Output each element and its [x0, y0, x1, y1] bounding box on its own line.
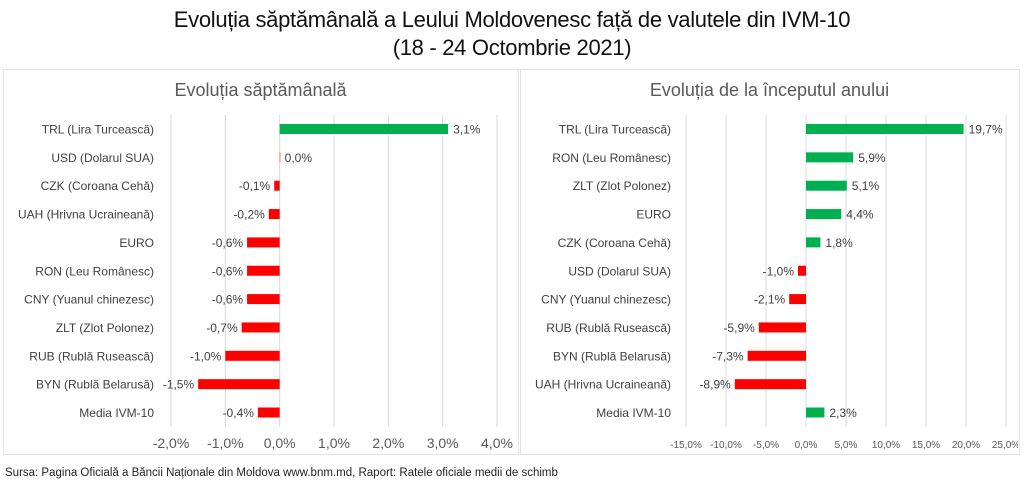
- category-label: RUB (Rublă Rusească): [546, 321, 671, 335]
- data-label: -5,9%: [723, 321, 755, 335]
- data-label: -0,6%: [212, 264, 244, 278]
- category-label: UAH (Hrivna Ucraineană): [18, 208, 154, 222]
- bar: [758, 322, 806, 333]
- weekly-chart-panel: Evoluția săptămânală -2,0% -1,0% 0,0% 1,0% 2,…: [3, 69, 519, 455]
- category-label: RON (Leu Românesc): [552, 151, 671, 165]
- category-label: TRL (Lira Turcească): [559, 123, 671, 137]
- data-label: 4,4%: [846, 208, 874, 222]
- category-label: RUB (Rublă Rusească): [29, 349, 154, 363]
- category-label: USD (Dolarul SUA): [568, 264, 671, 278]
- data-label: 0,0%: [285, 151, 313, 165]
- data-label: 5,1%: [852, 179, 880, 193]
- chart-title: Evoluția săptămânală: [174, 80, 347, 100]
- main-title-line2: (18 - 24 Octombrie 2021): [392, 35, 632, 60]
- x-tick-label: 3,0%: [427, 435, 459, 451]
- category-label: CZK (Coroana Cehă): [558, 236, 671, 250]
- x-tick-label: 20,0%: [952, 440, 980, 451]
- category-label: Media IVM-10: [79, 406, 154, 420]
- data-label: -0,6%: [212, 236, 244, 250]
- bar: [257, 407, 280, 418]
- data-label: 5,9%: [858, 151, 886, 165]
- ytd-chart-panel: Evoluția de la începutul anului -15,0% -10…: [520, 69, 1020, 455]
- x-tick-label: -5,0%: [753, 440, 779, 451]
- bar: [225, 350, 280, 361]
- x-tick-label: 15,0%: [912, 440, 940, 451]
- ytd-chart: Evoluția de la începutul anului -15,0% -10…: [535, 80, 1020, 451]
- bar: [247, 237, 280, 248]
- data-label: -1,5%: [163, 378, 195, 392]
- data-label: -0,2%: [233, 208, 265, 222]
- source-footer: Sursa: Pagina Oficială a Băncii Național…: [5, 467, 558, 479]
- bar: [268, 209, 280, 220]
- bar: [241, 322, 280, 333]
- x-tick-label: -15,0%: [670, 440, 702, 451]
- chart-title: Evoluția de la începutul anului: [650, 80, 889, 100]
- data-label: 1,8%: [825, 236, 853, 250]
- data-label: -0,4%: [223, 406, 255, 420]
- category-label: EURO: [636, 208, 671, 222]
- bar: [806, 152, 854, 163]
- data-label: -2,1%: [754, 293, 786, 307]
- x-tick-label: 10,0%: [872, 440, 900, 451]
- weekly-chart: Evoluția săptămânală -2,0% -1,0% 0,0% 1,0% 2,…: [18, 80, 513, 451]
- x-tick-label: 25,0%: [992, 440, 1018, 451]
- category-label: RON (Leu Românesc): [35, 264, 154, 278]
- category-label: BYN (Rublă Belarusă): [36, 378, 154, 392]
- bar: [806, 124, 964, 134]
- x-tick-label: -10,0%: [710, 440, 742, 451]
- category-label: UAH (Hrivna Ucraineană): [535, 378, 671, 392]
- x-tick-label: 4,0%: [481, 435, 513, 451]
- main-title: Evoluția săptămânală a Leului Moldovenes…: [0, 6, 1024, 62]
- bar: [806, 180, 847, 191]
- x-tick-label: 5,0%: [835, 440, 858, 451]
- x-tick-label: 0,0%: [795, 440, 818, 451]
- bar: [806, 407, 825, 418]
- bar: [279, 152, 281, 163]
- category-label: USD (Dolarul SUA): [51, 151, 154, 165]
- category-label: CNY (Yuanul chinezesc): [24, 293, 154, 307]
- category-label: TRL (Lira Turcească): [42, 123, 154, 137]
- x-tick-label: 2,0%: [372, 435, 404, 451]
- data-label: 3,1%: [453, 123, 481, 137]
- category-label: EURO: [119, 236, 154, 250]
- category-label: ZLT (Zlot Polonez): [56, 321, 154, 335]
- data-label: -8,9%: [699, 378, 731, 392]
- bar: [806, 237, 821, 248]
- bar: [798, 265, 806, 276]
- bar: [734, 379, 806, 390]
- data-label: -0,6%: [212, 293, 244, 307]
- bar: [274, 180, 280, 191]
- bar: [247, 265, 280, 276]
- data-label: -1,0%: [763, 264, 795, 278]
- bar: [789, 294, 806, 305]
- main-title-line1: Evoluția săptămânală a Leului Moldovenes…: [173, 7, 851, 32]
- data-label: -1,0%: [190, 349, 222, 363]
- data-label: -0,1%: [239, 179, 271, 193]
- data-label: 19,7%: [969, 123, 1003, 137]
- x-tick-label: 1,0%: [318, 435, 350, 451]
- x-tick-label: -1,0%: [207, 435, 244, 451]
- category-label: BYN (Rublă Belarusă): [553, 349, 671, 363]
- category-label: Media IVM-10: [596, 406, 671, 420]
- bar: [198, 379, 280, 390]
- x-tick-label: -2,0%: [153, 435, 190, 451]
- category-label: CZK (Coroana Cehă): [41, 179, 154, 193]
- data-label: -7,3%: [712, 349, 744, 363]
- x-tick-label: 0,0%: [264, 435, 296, 451]
- bar: [747, 350, 806, 361]
- category-label: CNY (Yuanul chinezesc): [541, 293, 671, 307]
- bar: [247, 294, 280, 305]
- data-label: 2,3%: [829, 406, 857, 420]
- bar: [279, 124, 449, 134]
- data-label: -0,7%: [206, 321, 238, 335]
- bar: [806, 209, 842, 220]
- category-label: ZLT (Zlot Polonez): [573, 179, 671, 193]
